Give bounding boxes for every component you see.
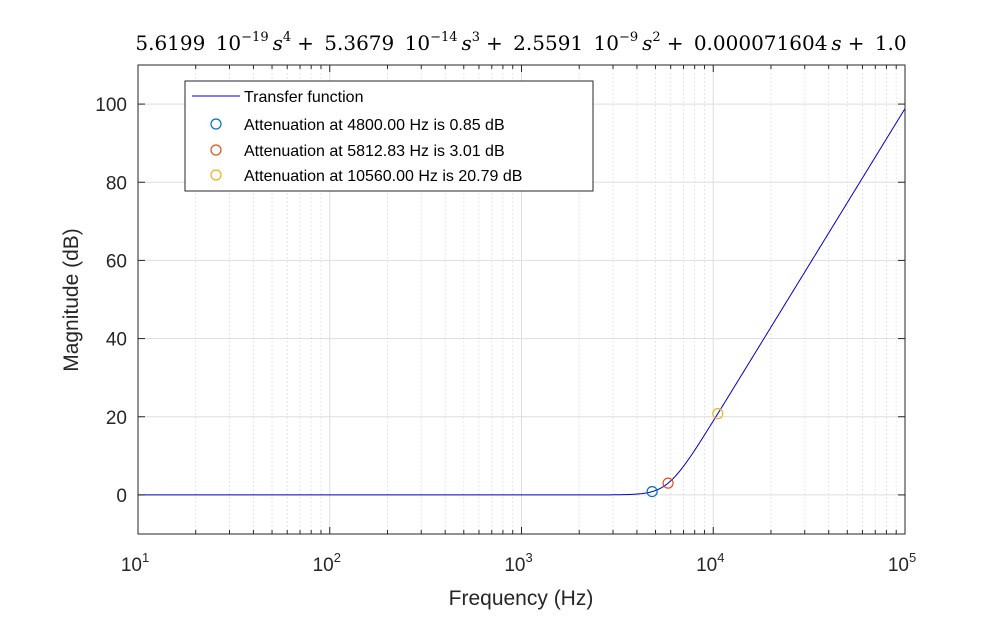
legend-marker-yellow: [210, 169, 222, 181]
y-axis-label: Magnitude (dB): [60, 228, 83, 372]
legend-entry-marker-1: Attenuation at 4800.00 Hz is 0.85 dB: [244, 117, 505, 134]
y-tick-label: 80: [106, 173, 127, 194]
legend-marker-red: [210, 144, 222, 156]
data-marker-2: [662, 477, 674, 489]
legend-entry-marker-2: Attenuation at 5812.83 Hz is 3.01 dB: [244, 143, 505, 160]
legend-marker-blue: [210, 118, 222, 130]
x-tick-label: 105: [888, 550, 916, 576]
transfer-function-line: [138, 108, 906, 496]
legend-entry-transfer-function: Transfer function: [244, 89, 363, 106]
y-tick-label: 100: [95, 95, 127, 116]
legend-box: [184, 80, 594, 192]
legend: Transfer function Attenuation at 4800.00…: [184, 80, 594, 192]
y-tick-labels: 0 20 40 60 80 100: [95, 95, 127, 507]
x-tick-label: 101: [121, 550, 149, 576]
x-tick-label: 104: [696, 550, 724, 576]
chart-title: 5.6199 10−19 s4 + 5.3679 10−14 s3 + 2.5591 1…: [135, 30, 906, 55]
x-tick-labels: 101 102 103 104 105: [121, 550, 916, 576]
series-layer: [138, 108, 906, 496]
y-tick-label: 20: [106, 408, 127, 429]
y-tick-label: 0: [116, 486, 127, 507]
legend-entry-marker-3: Attenuation at 10560.00 Hz is 20.79 dB: [244, 168, 522, 185]
marker-layer: [646, 408, 724, 498]
data-marker-3: [712, 408, 724, 420]
y-tick-label: 60: [106, 251, 127, 272]
x-tick-label: 102: [313, 550, 341, 576]
x-axis-label: Frequency (Hz): [449, 587, 594, 610]
tick-marks: [137, 65, 906, 534]
data-marker-1: [646, 485, 658, 498]
x-tick-label: 103: [504, 550, 532, 576]
y-tick-label: 40: [106, 330, 127, 351]
